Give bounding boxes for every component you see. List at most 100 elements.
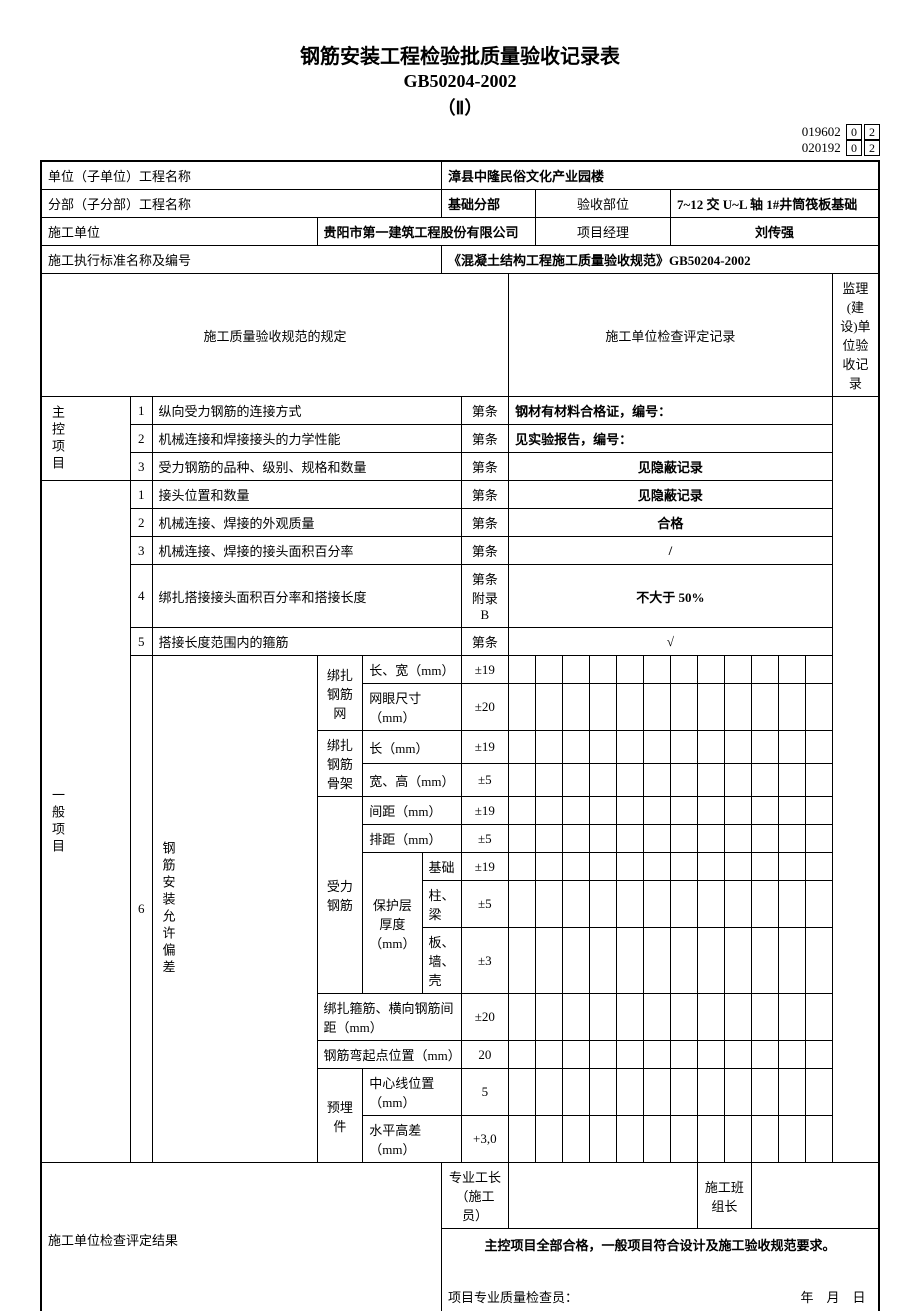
mesh-1-desc: 长、宽（mm） (363, 656, 461, 684)
unit-label: 单位（子单位）工程名称 (41, 161, 442, 190)
g1-desc: 接头位置和数量 (152, 481, 461, 509)
force-2-desc: 排距（mm） (363, 825, 461, 853)
ref2-prefix: 020192 (802, 140, 841, 155)
date-m: 月 (826, 1290, 839, 1305)
embed-2-desc: 水平高差（mm） (363, 1116, 461, 1163)
g3-desc: 机械连接、焊接的接头面积百分率 (152, 537, 461, 565)
mc-1-desc: 纵向受力钢筋的连接方式 (152, 397, 461, 425)
gen-row-5: 5 搭接长度范围内的箍筋 第条 √ (41, 628, 879, 656)
accept-part-value: 7~12 交 U~L 轴 1#井筒筏板基础 (670, 190, 879, 218)
g5-record: √ (509, 628, 833, 656)
embed-1-desc: 中心线位置（mm） (363, 1069, 461, 1116)
mc-2-n: 2 (131, 425, 153, 453)
ref-codes: 019602 02 020192 02 (40, 124, 880, 156)
row-standard: 施工执行标准名称及编号 《混凝土结构工程施工质量验收规范》GB50204-200… (41, 246, 879, 274)
mc-3-ref: 第条 (461, 453, 509, 481)
row-contractor: 施工单位 贵阳市第一建筑工程股份有限公司 项目经理 刘传强 (41, 218, 879, 246)
doc-roman: （Ⅱ） (40, 94, 880, 120)
stirrup-desc: 绑扎箍筋、横向钢筋间距（mm） (317, 994, 461, 1041)
ref1-box2: 2 (864, 124, 880, 140)
mc-row-1: 主控项目 1 纵向受力钢筋的连接方式 第条 钢材有材料合格证，编号： (41, 397, 879, 425)
g4-record: 不大于 50% (509, 565, 833, 628)
mc-row-3: 3 受力钢筋的品种、级别、规格和数量 第条 见隐蔽记录 (41, 453, 879, 481)
g6-group: 钢筋安装允许偏差 (152, 656, 317, 1163)
supervisor-record-header: 监理(建设)单位验收记录 (832, 274, 879, 397)
contractor-result-label: 施工单位检查评定结果 (41, 1163, 442, 1311)
gen-row-2: 2 机械连接、焊接的外观质量 第条 合格 (41, 509, 879, 537)
mc-1-ref: 第条 (461, 397, 509, 425)
g5-ref: 第条 (461, 628, 509, 656)
mc-2-ref: 第条 (461, 425, 509, 453)
embed-label: 预埋件 (317, 1069, 363, 1163)
g3-n: 3 (131, 537, 153, 565)
standard-label: 施工执行标准名称及编号 (41, 246, 442, 274)
mc-row-2: 2 机械连接和焊接接头的力学性能 第条 见实验报告，编号： (41, 425, 879, 453)
gen-row-4: 4 绑扎搭接接头面积百分率和搭接长度 第条 附录 B 不大于 50% (41, 565, 879, 628)
mc-3-desc: 受力钢筋的品种、级别、规格和数量 (152, 453, 461, 481)
row-division: 分部（子分部）工程名称 基础分部 验收部位 7~12 交 U~L 轴 1#井筒筏… (41, 190, 879, 218)
g2-ref: 第条 (461, 509, 509, 537)
embed-2-tol: +3,0 (461, 1116, 509, 1163)
force-1-desc: 间距（mm） (363, 797, 461, 825)
ref2-box1: 0 (846, 140, 862, 156)
foreman-label: 专业工长（施工员） (442, 1163, 509, 1229)
g2-record: 合格 (509, 509, 833, 537)
supervisor-col (832, 397, 879, 1163)
accept-part-label: 验收部位 (536, 190, 671, 218)
g1-ref: 第条 (461, 481, 509, 509)
row-section-header: 施工质量验收规范的规定 施工单位检查评定记录 监理(建设)单位验收记录 (41, 274, 879, 397)
gen-row-1: 一般项目 1 接头位置和数量 第条 见隐蔽记录 (41, 481, 879, 509)
cover-2-tol: ±5 (461, 881, 509, 928)
ref1-prefix: 019602 (802, 124, 841, 139)
team-leader-label: 施工班组长 (697, 1163, 751, 1229)
frame-1-tol: ±19 (461, 731, 509, 764)
frame-2-desc: 宽、高（mm） (363, 764, 461, 797)
g4-ref: 第条 附录 B (461, 565, 509, 628)
doc-code: GB50204-2002 (40, 71, 880, 92)
bend-tol: 20 (461, 1041, 509, 1069)
mc-1-record: 钢材有材料合格证，编号： (509, 397, 833, 425)
inspector-label: 项目专业质量检查员： (448, 1290, 578, 1305)
unit-value: 漳县中隆民俗文化产业园楼 (442, 161, 880, 190)
force-1-tol: ±19 (461, 797, 509, 825)
cover-2-desc: 柱、梁 (422, 881, 461, 928)
g4-desc: 绑扎搭接接头面积百分率和搭接长度 (152, 565, 461, 628)
contractor-record-header: 施工单位检查评定记录 (509, 274, 833, 397)
gen-row-3: 3 机械连接、焊接的接头面积百分率 第条 / (41, 537, 879, 565)
ref1-box1: 0 (846, 124, 862, 140)
mesh-2-desc: 网眼尺寸（mm） (363, 684, 461, 731)
division-label: 分部（子分部）工程名称 (41, 190, 442, 218)
frame-1-desc: 长（mm） (363, 731, 461, 764)
standard-value: 《混凝土结构工程施工质量验收规范》GB50204-2002 (442, 246, 880, 274)
ref2-box2: 2 (864, 140, 880, 156)
mesh-2-tol: ±20 (461, 684, 509, 731)
inspection-table: 单位（子单位）工程名称 漳县中隆民俗文化产业园楼 分部（子分部）工程名称 基础分… (40, 160, 880, 1311)
g1-n: 1 (131, 481, 153, 509)
cover-1-tol: ±19 (461, 853, 509, 881)
cover-3-desc: 板、墙、壳 (422, 928, 461, 994)
mc-3-record: 见隐蔽记录 (509, 453, 833, 481)
contractor-result-text: 主控项目全部合格，一般项目符合设计及施工验收规范要求。 (448, 1233, 872, 1259)
frame-2-tol: ±5 (461, 764, 509, 797)
g3-ref: 第条 (461, 537, 509, 565)
division-value: 基础分部 (442, 190, 536, 218)
mc-2-desc: 机械连接和焊接接头的力学性能 (152, 425, 461, 453)
pm-label: 项目经理 (536, 218, 671, 246)
g1-record: 见隐蔽记录 (509, 481, 833, 509)
embed-1-tol: 5 (461, 1069, 509, 1116)
g5-desc: 搭接长度范围内的箍筋 (152, 628, 461, 656)
pm-value: 刘传强 (670, 218, 879, 246)
gen-row-6a: 6 钢筋安装允许偏差 绑扎钢筋网 长、宽（mm） ±19 (41, 656, 879, 684)
force-label: 受力钢筋 (317, 797, 363, 994)
cover-label: 保护层厚度（mm） (363, 853, 422, 994)
contractor-label: 施工单位 (41, 218, 317, 246)
cover-1-desc: 基础 (422, 853, 461, 881)
g3-record: / (509, 537, 833, 565)
g4-n: 4 (131, 565, 153, 628)
mc-2-record: 见实验报告，编号： (509, 425, 833, 453)
g5-n: 5 (131, 628, 153, 656)
gen-group: 一般项目 (41, 481, 131, 1163)
mesh-1-tol: ±19 (461, 656, 509, 684)
g2-n: 2 (131, 509, 153, 537)
force-2-tol: ±5 (461, 825, 509, 853)
